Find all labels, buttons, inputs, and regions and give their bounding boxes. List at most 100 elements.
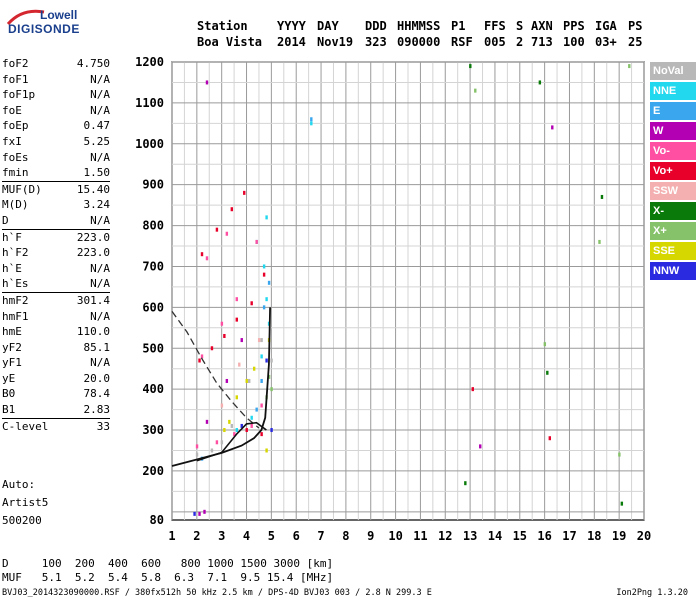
x-tick-label: 16 (537, 529, 551, 543)
param-row: yF1 N/A (2, 355, 110, 371)
data-point (193, 511, 196, 516)
param-row: fxI 5.25 (2, 134, 110, 150)
param-value: 33 (96, 419, 110, 433)
header-col-0-value: Boa Vista (197, 35, 263, 49)
x-tick-label: 14 (488, 529, 502, 543)
header-col-4-heading: HHMMSS (397, 19, 441, 33)
legend-item-vo: Vo- (650, 142, 696, 160)
legend-item-x: X+ (650, 222, 696, 240)
param-row: hmF2 301.4 (2, 293, 110, 309)
param-name: MUF(D) (2, 182, 42, 196)
data-point (240, 338, 243, 343)
data-point (215, 440, 219, 445)
data-point (310, 121, 313, 126)
muf-distance-row2: MUF 5.1 5.2 5.4 5.8 6.3 7.1 9.5 15.4 [MH… (2, 571, 334, 584)
data-point (200, 354, 204, 359)
profile-curve (171, 307, 271, 467)
legend-item-ssw: SSW (650, 182, 696, 200)
param-value: 78.4 (83, 387, 111, 401)
param-row: hmF1 N/A (2, 309, 110, 325)
param-value: N/A (90, 309, 110, 323)
legend-item-w: W (650, 122, 696, 140)
param-name: foF1 (2, 72, 29, 86)
param-name: C-level (2, 419, 49, 433)
param-row: M(D) 3.24 (2, 197, 110, 213)
y-tick-label: 1100 (135, 96, 164, 110)
param-name: fxI (2, 134, 22, 148)
header-col-0-heading: Station (197, 19, 248, 33)
data-point (310, 117, 313, 122)
param-value: N/A (90, 277, 110, 291)
data-point (220, 321, 224, 326)
data-point (598, 239, 601, 244)
header-col-2-heading: DAY (317, 19, 339, 33)
param-row: h`F 223.0 (2, 230, 110, 246)
param-name: h`F (2, 230, 22, 244)
y-tick-label: 400 (142, 382, 164, 396)
param-name: B1 (2, 403, 16, 417)
param-value: 110.0 (76, 325, 110, 339)
param-value: N/A (90, 72, 110, 86)
data-point (210, 448, 214, 453)
brand-line1: Lowell (40, 8, 78, 22)
header-col-9-heading: PPS (563, 19, 585, 33)
param-row: h`F2 223.0 (2, 245, 110, 261)
param-name: foF2 (2, 57, 29, 70)
param-value: 4.750 (76, 57, 110, 70)
data-point (248, 378, 251, 383)
param-value: 2.83 (83, 403, 111, 417)
x-tick-label: 9 (367, 529, 374, 543)
y-tick-label: 80 (150, 513, 164, 527)
param-row: foF1p N/A (2, 87, 110, 103)
autoscale-line2: Artist5 (2, 496, 49, 509)
param-name: h`Es (2, 277, 29, 291)
data-point (233, 432, 236, 437)
data-point (250, 301, 253, 306)
header-col-6-value: 005 (484, 35, 506, 49)
data-point (628, 64, 631, 69)
header-col-11-heading: PS (628, 19, 643, 33)
data-point (262, 264, 266, 269)
param-value: 20.0 (83, 371, 111, 385)
param-value: 0.47 (83, 119, 111, 133)
header-col-9-value: 100 (563, 35, 585, 49)
data-point (267, 374, 271, 379)
data-point (464, 481, 467, 486)
param-value: 301.4 (76, 293, 110, 307)
data-point (260, 432, 263, 437)
param-row: B1 2.83 (2, 402, 110, 419)
data-point (200, 252, 204, 257)
param-row: foEp 0.47 (2, 118, 110, 134)
param-name: foE (2, 103, 22, 117)
param-row: h`Es N/A (2, 276, 110, 293)
logo-swoosh-icon (6, 9, 45, 26)
legend-item-nnw: NNW (650, 262, 696, 280)
param-name: hmE (2, 325, 22, 339)
data-point (255, 407, 258, 412)
header-col-2-value: Nov19 (317, 35, 354, 49)
data-point (228, 419, 231, 424)
data-point (215, 227, 219, 232)
header-col-6-heading: FFS (484, 19, 506, 33)
param-name: yF2 (2, 340, 22, 354)
param-row: hmE 110.0 (2, 324, 110, 340)
y-tick-label: 1000 (135, 137, 164, 151)
data-point (198, 358, 201, 363)
ex-trace-dashed (171, 311, 260, 429)
polarization-legend: NoVal NNE E W Vo- Vo+ SSW X- X+ SSE NNW (650, 62, 696, 282)
data-point (471, 387, 474, 392)
param-name: h`E (2, 261, 22, 275)
param-value: 85.1 (83, 340, 111, 354)
param-value: N/A (90, 150, 110, 164)
data-point (225, 378, 229, 383)
x-tick-label: 20 (637, 529, 651, 543)
x-tick-label: 18 (587, 529, 601, 543)
param-name: M(D) (2, 198, 29, 212)
data-point (243, 190, 246, 195)
lowell-digisonde-logo: Lowell DIGISONDE (6, 6, 96, 40)
data-point (260, 338, 263, 343)
header-col-7-heading: S (516, 19, 524, 33)
data-point (479, 444, 482, 449)
data-point (203, 509, 206, 514)
